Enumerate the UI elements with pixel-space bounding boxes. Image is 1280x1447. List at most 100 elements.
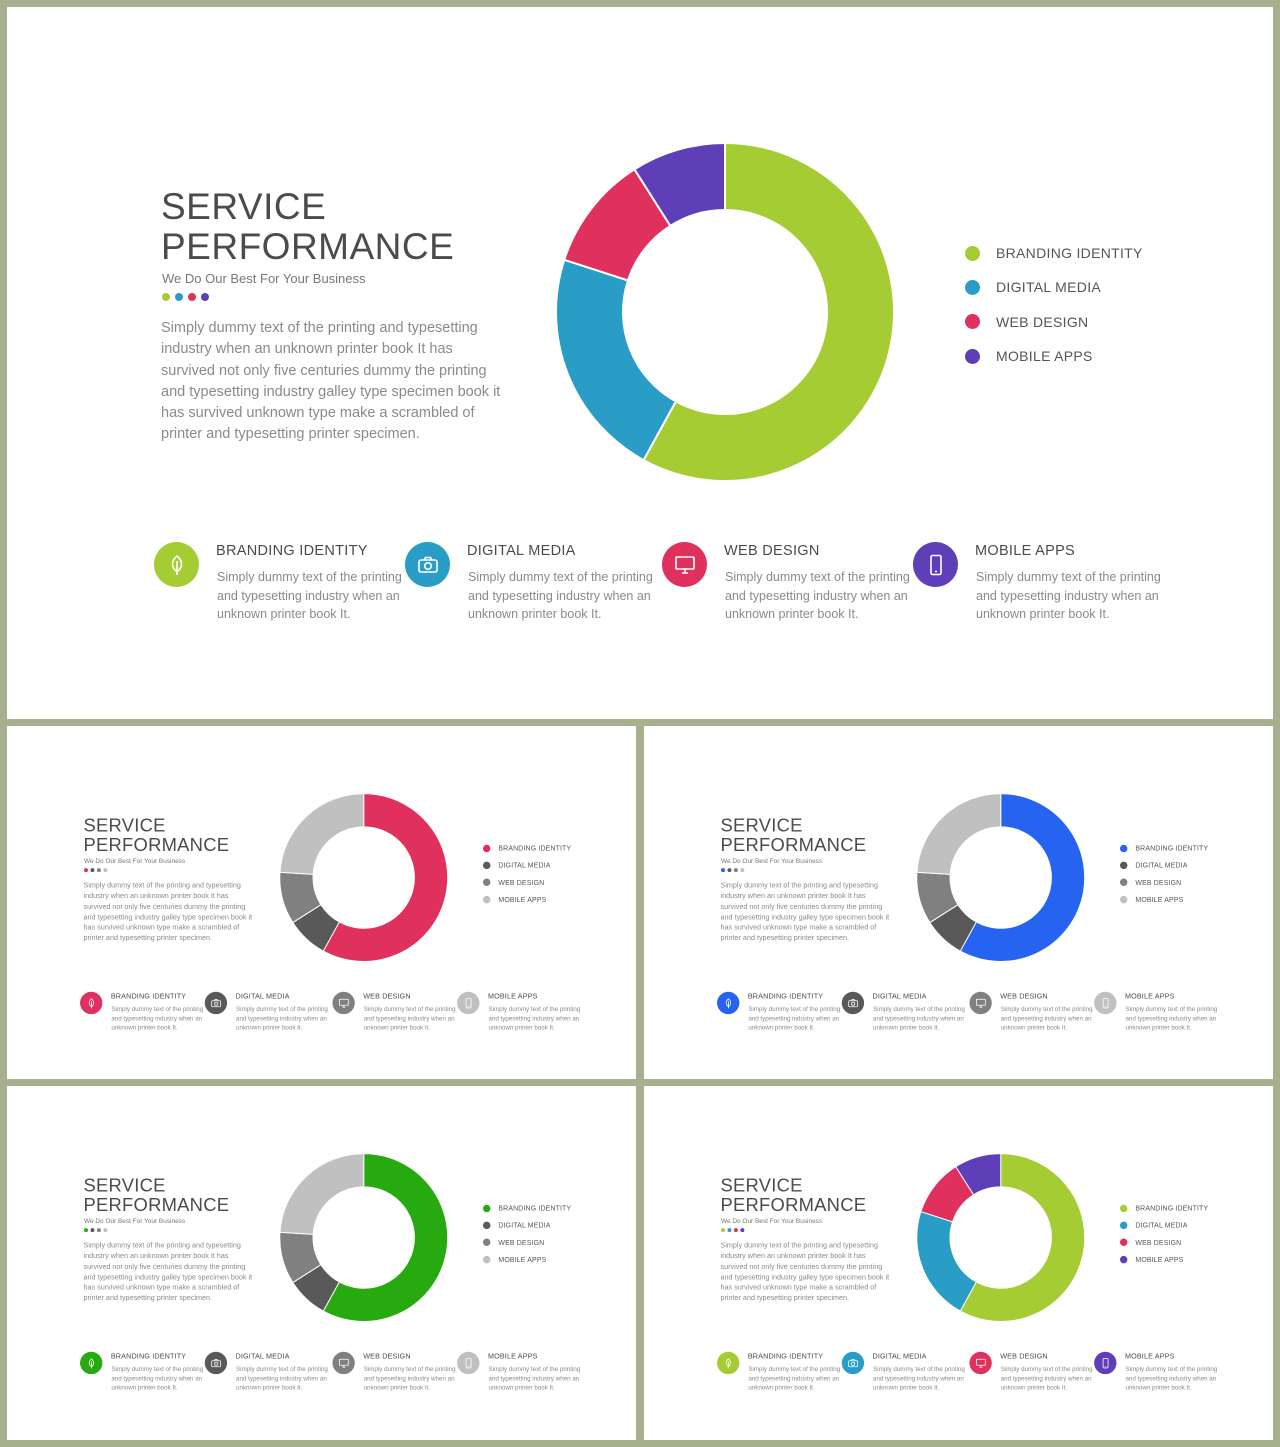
legend-label: WEB DESIGN	[1135, 878, 1182, 887]
slide-variant-red: SERVICE PERFORMANCE We Do Our Best For Y…	[7, 726, 636, 1079]
phone-icon	[1094, 991, 1117, 1015]
feature-title: WEB DESIGN	[1000, 992, 1048, 1001]
legend-label: DIGITAL MEDIA	[498, 861, 551, 870]
donut-slice-branding-identity	[322, 1153, 449, 1322]
feature-text: Simply dummy text of the printing and ty…	[236, 1365, 328, 1392]
legend-item: MOBILE APPS	[482, 1251, 571, 1268]
legend-dot	[965, 279, 980, 295]
chart-legend: BRANDING IDENTITY DIGITAL MEDIA WEB DESI…	[965, 236, 1143, 373]
chart-legend: BRANDING IDENTITY DIGITAL MEDIA WEB DESI…	[1119, 840, 1208, 908]
legend-dot	[482, 844, 491, 853]
legend-item: DIGITAL MEDIA	[1119, 857, 1208, 874]
color-dot	[103, 868, 108, 873]
leaf-icon	[80, 991, 103, 1015]
color-dot	[727, 1228, 732, 1233]
feature-row: BRANDING IDENTITY Simply dummy text of t…	[717, 1348, 1229, 1403]
color-dots	[84, 1228, 108, 1233]
color-dot	[733, 868, 738, 873]
body-text: Simply dummy text of the printing and ty…	[83, 881, 253, 943]
title-line-2: PERFORMANCE	[720, 1194, 867, 1216]
legend-item: BRANDING IDENTITY	[482, 840, 572, 857]
phone-icon	[913, 542, 958, 587]
body-text: Simply dummy text of the printing and ty…	[720, 881, 890, 943]
color-dot	[103, 1228, 108, 1233]
slide-variant-multicolor: SERVICE PERFORMANCE We Do Our Best For Y…	[644, 1086, 1273, 1440]
feature-title: BRANDING IDENTITY	[110, 1352, 187, 1361]
legend-dot	[482, 878, 491, 887]
camera-icon	[204, 991, 228, 1015]
donut-chart	[279, 793, 449, 962]
legend-label: DIGITAL MEDIA	[996, 279, 1102, 296]
legend-dot	[1119, 1204, 1128, 1213]
feature-text: Simply dummy text of the printing and ty…	[1125, 1005, 1218, 1032]
color-dot	[201, 293, 209, 301]
color-dot	[162, 293, 170, 301]
body-text: Simply dummy text of the printing and ty…	[83, 1241, 253, 1303]
legend-dot	[1119, 844, 1128, 853]
slide-variant-blue: SERVICE PERFORMANCE We Do Our Best For Y…	[644, 726, 1273, 1079]
title-line-2: PERFORMANCE	[83, 1194, 230, 1216]
legend-item: DIGITAL MEDIA	[965, 270, 1143, 304]
feature-title: WEB DESIGN	[724, 543, 820, 559]
legend-dot	[1119, 878, 1128, 887]
legend-label: BRANDING IDENTITY	[498, 1204, 572, 1213]
legend-dot	[482, 861, 491, 870]
title-line-1: SERVICE	[720, 814, 803, 836]
monitor-icon	[332, 991, 355, 1015]
feature-title: MOBILE APPS	[487, 992, 538, 1001]
leaf-icon	[717, 1351, 740, 1375]
chart-legend: BRANDING IDENTITY DIGITAL MEDIA WEB DESI…	[482, 1200, 572, 1268]
legend-item: MOBILE APPS	[965, 339, 1143, 373]
feature-text: Simply dummy text of the printing and ty…	[468, 570, 653, 621]
feature-text: Simply dummy text of the printing and ty…	[236, 1005, 328, 1032]
title-line-1: SERVICE	[161, 186, 327, 227]
color-dot	[96, 1228, 101, 1233]
legend-label: DIGITAL MEDIA	[498, 1221, 551, 1230]
color-dots	[721, 1228, 745, 1233]
page-title: SERVICE PERFORMANCE	[161, 187, 454, 267]
legend-item: BRANDING IDENTITY	[1119, 840, 1208, 857]
color-dots	[84, 868, 108, 873]
donut-slice-branding-identity	[322, 793, 449, 962]
color-dots	[162, 293, 209, 301]
legend-label: MOBILE APPS	[1135, 895, 1184, 904]
leaf-icon	[717, 991, 740, 1015]
feature-text: Simply dummy text of the printing and ty…	[1000, 1005, 1093, 1032]
donut-slice-branding-identity	[642, 142, 895, 482]
legend-item: BRANDING IDENTITY	[1119, 1200, 1208, 1217]
slide-content: SERVICE PERFORMANCE We Do Our Best For Y…	[644, 1086, 1273, 1440]
feature-title: BRANDING IDENTITY	[747, 992, 824, 1001]
legend-label: WEB DESIGN	[498, 1238, 545, 1247]
legend-item: DIGITAL MEDIA	[482, 857, 571, 874]
legend-label: MOBILE APPS	[1135, 1255, 1184, 1264]
legend-item: MOBILE APPS	[1119, 891, 1208, 908]
slide-content: SERVICE PERFORMANCE We Do Our Best For Y…	[7, 726, 636, 1079]
title-line-2: PERFORMANCE	[161, 226, 455, 267]
legend-label: BRANDING IDENTITY	[498, 844, 572, 853]
legend-item: BRANDING IDENTITY	[482, 1200, 572, 1217]
feature-title: DIGITAL MEDIA	[872, 1352, 927, 1361]
feature-text: Simply dummy text of the printing and ty…	[111, 1365, 204, 1392]
leaf-icon	[80, 1351, 103, 1375]
legend-item: DIGITAL MEDIA	[1119, 1217, 1208, 1234]
feature-title: DIGITAL MEDIA	[872, 992, 927, 1001]
feature-text: Simply dummy text of the printing and ty…	[748, 1005, 841, 1032]
feature-row: BRANDING IDENTITY Simply dummy text of t…	[154, 535, 1184, 645]
donut-slice-branding-identity	[959, 1153, 1086, 1322]
legend-dot	[1119, 1221, 1128, 1230]
legend-dot	[482, 1255, 491, 1264]
body-text: Simply dummy text of the printing and ty…	[720, 1241, 890, 1303]
feature-title: BRANDING IDENTITY	[747, 1352, 824, 1361]
camera-icon	[841, 991, 865, 1015]
color-dot	[721, 1228, 725, 1233]
legend-dot	[1119, 861, 1128, 870]
subtitle: We Do Our Best For Your Business	[162, 271, 366, 286]
feature-text: Simply dummy text of the printing and ty…	[363, 1005, 456, 1032]
color-dot	[740, 868, 745, 873]
title-line-1: SERVICE	[83, 814, 166, 836]
phone-icon	[457, 991, 480, 1015]
color-dot	[740, 1228, 745, 1233]
color-dot	[721, 868, 725, 873]
legend-dot	[1119, 895, 1128, 904]
donut-chart	[555, 142, 895, 482]
